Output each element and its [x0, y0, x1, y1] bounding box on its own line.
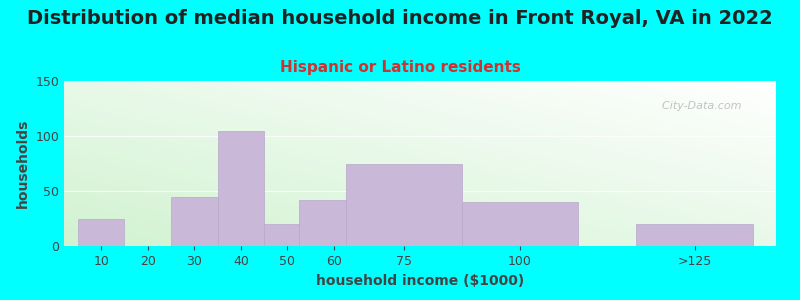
- Bar: [171, 196, 218, 246]
- Bar: [636, 224, 753, 246]
- Bar: [78, 218, 125, 246]
- Bar: [462, 202, 578, 246]
- Bar: [218, 130, 264, 246]
- Bar: [299, 200, 369, 246]
- X-axis label: household income ($1000): household income ($1000): [316, 274, 524, 288]
- Y-axis label: households: households: [16, 119, 30, 208]
- Text: Distribution of median household income in Front Royal, VA in 2022: Distribution of median household income …: [27, 9, 773, 28]
- Text: Hispanic or Latino residents: Hispanic or Latino residents: [279, 60, 521, 75]
- Text: City-Data.com: City-Data.com: [655, 101, 742, 111]
- Bar: [264, 224, 310, 246]
- Bar: [346, 164, 462, 246]
